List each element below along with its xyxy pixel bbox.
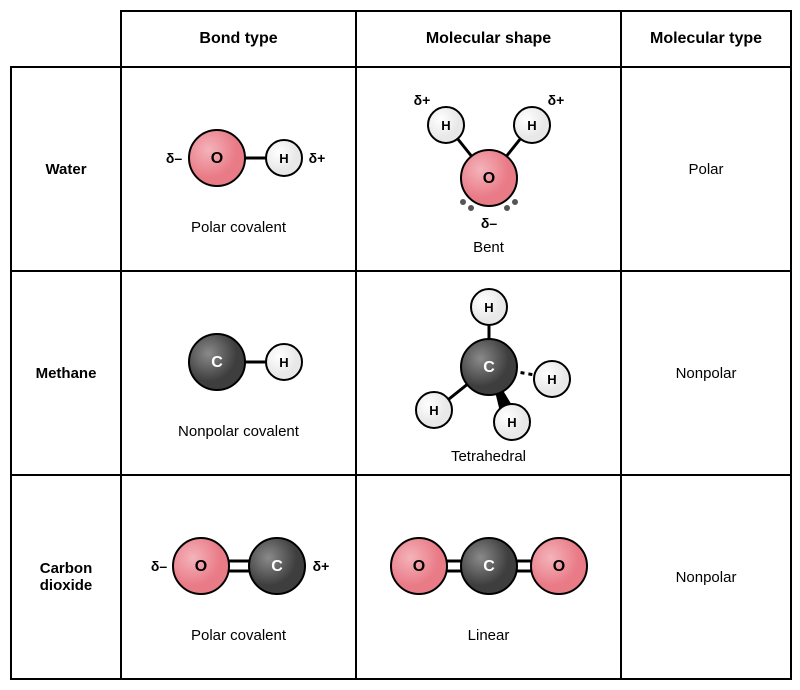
delta-minus: δ– — [150, 558, 166, 574]
atom-C: C — [483, 558, 495, 575]
delta-plus: δ+ — [312, 558, 329, 574]
atom-H: H — [507, 415, 516, 430]
atom-C: C — [211, 354, 223, 371]
header-shape: Molecular shape — [356, 11, 621, 67]
methane-shape-caption: Tetrahedral — [363, 448, 614, 465]
co2-shape-caption: Linear — [363, 627, 614, 644]
molecule-table: Bond type Molecular shape Molecular type… — [10, 10, 792, 680]
water-bond-diagram: O H δ– δ+ — [129, 103, 349, 213]
atom-H: H — [527, 118, 536, 133]
delta-minus: δ– — [480, 215, 496, 231]
water-shape-caption: Bent — [363, 239, 614, 256]
water-type: Polar — [621, 67, 791, 271]
rowhead-methane: Methane — [11, 271, 121, 475]
co2-shape-cell: O C O Linear — [356, 475, 621, 679]
atom-C: C — [271, 558, 283, 575]
co2-type: Nonpolar — [621, 475, 791, 679]
co2-bond-caption: Polar covalent — [128, 627, 349, 644]
atom-H: H — [441, 118, 450, 133]
methane-shape-cell: C H H H H Tetrahedral — [356, 271, 621, 475]
co2-bond-cell: O C δ– δ+ Polar covalent — [121, 475, 356, 679]
rowhead-water: Water — [11, 67, 121, 271]
methane-bond-cell: C H Nonpolar covalent — [121, 271, 356, 475]
atom-O: O — [552, 558, 564, 575]
delta-plus: δ+ — [413, 92, 430, 108]
water-bond-caption: Polar covalent — [128, 219, 349, 236]
delta-minus: δ– — [165, 150, 181, 166]
methane-bond-diagram: C H — [129, 307, 349, 417]
co2-shape-diagram: O C O — [364, 511, 614, 621]
header-bond: Bond type — [121, 11, 356, 67]
atom-O: O — [194, 558, 206, 575]
water-shape-cell: O H H δ+ δ+ δ– Bent — [356, 67, 621, 271]
delta-plus: δ+ — [547, 92, 564, 108]
atom-H: H — [279, 151, 288, 166]
methane-bond-caption: Nonpolar covalent — [128, 423, 349, 440]
atom-O: O — [412, 558, 424, 575]
delta-plus: δ+ — [308, 150, 325, 166]
atom-O: O — [482, 170, 494, 187]
corner-cell — [11, 11, 121, 67]
header-type: Molecular type — [621, 11, 791, 67]
atom-H: H — [429, 403, 438, 418]
atom-H: H — [484, 300, 493, 315]
methane-type: Nonpolar — [621, 271, 791, 475]
methane-shape-diagram: C H H H H — [374, 282, 604, 442]
water-bond-cell: O H δ– δ+ Polar covalent — [121, 67, 356, 271]
atom-H: H — [547, 372, 556, 387]
rowhead-co2: Carbon dioxide — [11, 475, 121, 679]
atom-C: C — [483, 359, 495, 376]
water-shape-diagram: O H H δ+ δ+ δ– — [374, 83, 604, 233]
atom-H: H — [279, 355, 288, 370]
atom-O: O — [210, 150, 222, 167]
co2-bond-diagram: O C δ– δ+ — [129, 511, 349, 621]
